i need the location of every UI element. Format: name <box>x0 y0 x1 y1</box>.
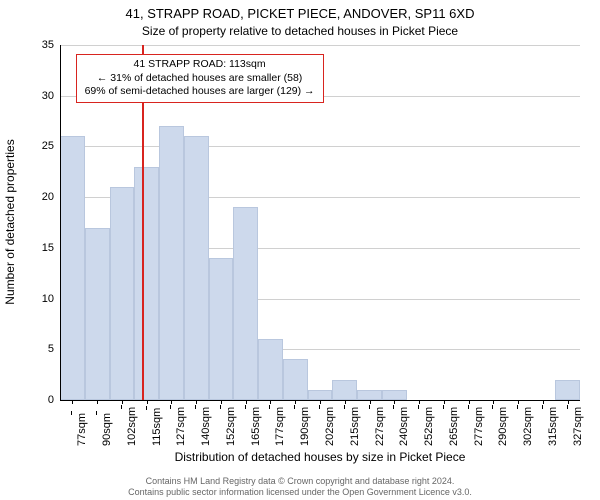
x-tick-mark <box>444 400 445 404</box>
plot-area: 41 STRAPP ROAD: 113sqm← 31% of detached … <box>60 45 580 400</box>
x-tick-label: 302sqm <box>522 407 534 446</box>
x-tick-mark <box>568 400 569 404</box>
x-tick-label: 265sqm <box>448 407 460 446</box>
histogram-bar <box>184 136 209 400</box>
histogram-bar <box>283 359 308 400</box>
x-tick-label: 240sqm <box>398 407 410 446</box>
x-tick-mark <box>320 400 321 404</box>
x-tick-label: 290sqm <box>497 407 509 446</box>
y-tick-label: 20 <box>4 191 60 203</box>
histogram-bar <box>357 390 382 400</box>
histogram-bar <box>134 167 159 400</box>
histogram-bar <box>308 390 333 400</box>
histogram-bar <box>60 136 85 400</box>
x-tick-label: 177sqm <box>274 407 286 446</box>
gridline <box>60 45 580 46</box>
y-axis-line <box>60 45 61 400</box>
x-tick-mark <box>97 400 98 404</box>
x-tick-mark <box>72 400 73 404</box>
chart-title: 41, STRAPP ROAD, PICKET PIECE, ANDOVER, … <box>0 6 600 21</box>
annotation-box: 41 STRAPP ROAD: 113sqm← 31% of detached … <box>76 54 324 103</box>
x-tick-label: 277sqm <box>473 407 485 446</box>
x-tick-mark <box>147 400 148 404</box>
x-tick-label: 140sqm <box>200 407 212 446</box>
footer-text: Contains HM Land Registry data © Crown c… <box>0 476 600 499</box>
footer-line-2: Contains public sector information licen… <box>0 487 600 498</box>
histogram-bar <box>258 339 283 400</box>
x-tick-mark <box>419 400 420 404</box>
footer-line-1: Contains HM Land Registry data © Crown c… <box>0 476 600 487</box>
y-tick-label: 5 <box>4 343 60 355</box>
y-ticks: 05101520253035 <box>0 45 60 400</box>
x-tick-label: 102sqm <box>126 407 138 446</box>
annotation-line: 41 STRAPP ROAD: 113sqm <box>85 58 315 72</box>
histogram-bar <box>85 228 110 400</box>
x-tick-mark <box>370 400 371 404</box>
x-tick-mark <box>518 400 519 404</box>
y-tick-label: 30 <box>4 90 60 102</box>
x-tick-label: 115sqm <box>151 408 163 446</box>
x-tick-label: 127sqm <box>175 407 187 446</box>
x-tick-label: 252sqm <box>423 407 435 446</box>
x-tick-label: 152sqm <box>225 407 237 446</box>
x-tick-label: 202sqm <box>324 407 336 446</box>
histogram-bar <box>209 258 234 400</box>
x-tick-label: 90sqm <box>101 413 113 446</box>
x-tick-mark <box>221 400 222 404</box>
x-tick-label: 77sqm <box>76 413 88 446</box>
x-tick-label: 215sqm <box>349 407 361 446</box>
y-tick-label: 0 <box>4 394 60 406</box>
y-tick-label: 10 <box>4 293 60 305</box>
histogram-bar <box>159 126 184 400</box>
y-tick-label: 15 <box>4 242 60 254</box>
y-tick-label: 25 <box>4 140 60 152</box>
x-tick-mark <box>469 400 470 404</box>
histogram-bar <box>555 380 580 400</box>
x-tick-mark <box>295 400 296 404</box>
annotation-line: ← 31% of detached houses are smaller (58… <box>85 72 315 86</box>
chart-subtitle: Size of property relative to detached ho… <box>0 24 600 38</box>
x-tick-mark <box>493 400 494 404</box>
histogram-bar <box>110 187 135 400</box>
x-tick-label: 327sqm <box>572 407 584 446</box>
x-tick-mark <box>246 400 247 404</box>
x-tick-mark <box>394 400 395 404</box>
x-tick-mark <box>196 400 197 404</box>
chart-container: { "title_main": "41, STRAPP ROAD, PICKET… <box>0 0 600 500</box>
histogram-bar <box>233 207 258 400</box>
x-tick-label: 165sqm <box>250 407 262 446</box>
x-tick-mark <box>122 400 123 404</box>
gridline <box>60 146 580 147</box>
annotation-line: 69% of semi-detached houses are larger (… <box>85 85 315 99</box>
x-tick-mark <box>543 400 544 404</box>
x-tick-label: 315sqm <box>547 407 559 446</box>
x-tick-mark <box>171 400 172 404</box>
histogram-bar <box>332 380 357 400</box>
x-tick-label: 190sqm <box>299 407 311 446</box>
x-tick-label: 227sqm <box>374 407 386 446</box>
x-axis-label: Distribution of detached houses by size … <box>60 450 580 464</box>
x-tick-mark <box>270 400 271 404</box>
histogram-bar <box>382 390 407 400</box>
y-tick-label: 35 <box>4 39 60 51</box>
x-tick-mark <box>345 400 346 404</box>
